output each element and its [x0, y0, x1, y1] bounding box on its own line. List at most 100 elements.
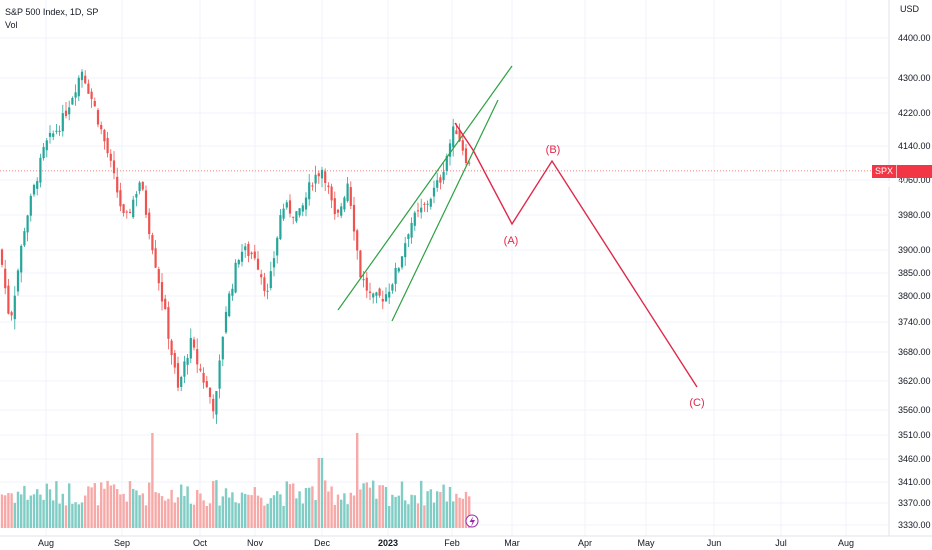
- candle-body: [237, 260, 240, 265]
- candle-body: [93, 100, 96, 107]
- candle: [74, 84, 77, 106]
- time-tick-label: Dec: [314, 538, 331, 548]
- price-tick-label: 4140.00: [898, 141, 931, 151]
- candle: [45, 137, 48, 158]
- volume-bars: [0, 433, 471, 528]
- candle-body: [10, 312, 13, 316]
- volume-bar: [173, 502, 176, 528]
- time-tick-label: Apr: [578, 538, 592, 548]
- candle-body: [16, 270, 20, 292]
- volume-bar: [445, 501, 448, 528]
- candle: [314, 165, 317, 193]
- candle-body: [202, 372, 205, 383]
- candle-body: [279, 215, 282, 240]
- candle: [64, 102, 68, 119]
- wave-annotation: (A): [504, 235, 519, 247]
- candle: [208, 387, 212, 404]
- candle-body: [84, 75, 87, 84]
- candle-body: [253, 251, 256, 259]
- candle: [109, 149, 112, 168]
- candle-body: [468, 162, 471, 164]
- candle: [218, 354, 221, 399]
- candlesticks: [0, 69, 471, 424]
- volume-bar: [304, 487, 308, 528]
- volume-bar: [58, 503, 61, 528]
- candle-body: [87, 83, 90, 94]
- symbol-title[interactable]: S&P 500 Index, 1D, SP: [5, 7, 99, 17]
- candle-body: [228, 293, 231, 317]
- volume-bar: [170, 489, 173, 528]
- candle-body: [295, 211, 298, 222]
- volume-bar: [448, 486, 452, 528]
- candle: [212, 394, 215, 419]
- volume-bar: [100, 482, 103, 528]
- candle: [324, 168, 327, 192]
- candle: [285, 199, 288, 210]
- volume-bar: [154, 492, 157, 528]
- candle: [199, 363, 202, 373]
- candle-body: [327, 185, 330, 188]
- candle: [330, 183, 333, 209]
- candle-body: [362, 279, 365, 281]
- candle-body: [42, 147, 45, 159]
- volume-bar: [122, 493, 125, 528]
- candle-body: [61, 113, 64, 132]
- candle-body: [103, 129, 106, 142]
- candle: [141, 181, 144, 192]
- candle-body: [80, 71, 84, 81]
- candle: [237, 258, 240, 268]
- volume-bar: [349, 492, 352, 528]
- candle-body: [301, 205, 304, 212]
- volume-bar: [282, 505, 285, 528]
- candle: [372, 292, 375, 304]
- candle: [128, 208, 132, 214]
- candle: [343, 195, 346, 213]
- candle-body: [413, 212, 416, 226]
- volume-bar: [212, 481, 215, 528]
- volume-bar: [426, 491, 429, 528]
- time-tick-label: 2023: [378, 538, 398, 548]
- candle-body: [116, 176, 119, 193]
- candle: [167, 301, 170, 350]
- candle: [186, 353, 189, 375]
- volume-bar: [20, 494, 23, 528]
- wave-annotation: (B): [546, 144, 561, 156]
- candle-body: [20, 245, 23, 273]
- candle: [228, 291, 231, 318]
- volume-bar: [429, 489, 432, 528]
- volume-bar: [55, 481, 58, 528]
- candle-body: [221, 336, 224, 360]
- volume-bar: [157, 493, 160, 528]
- candle: [176, 356, 180, 392]
- candle: [192, 336, 196, 351]
- volume-bar: [183, 496, 186, 528]
- candle-body: [112, 160, 116, 174]
- volume-bar: [285, 481, 288, 528]
- candle: [442, 163, 445, 185]
- volume-bar: [13, 502, 16, 528]
- volume-bar: [410, 494, 413, 528]
- volume-bar: [237, 503, 240, 528]
- candle-body: [100, 125, 103, 130]
- price-tick-label: 3370.00: [898, 498, 931, 508]
- candle: [20, 244, 23, 283]
- candle-body: [394, 267, 397, 284]
- price-tick-label: 3460.00: [898, 454, 931, 464]
- volume-bar: [269, 498, 272, 528]
- candle-body: [282, 208, 285, 219]
- candle: [106, 131, 109, 158]
- candle: [157, 266, 160, 291]
- candle-body: [448, 143, 452, 157]
- wave-annotation: (C): [689, 397, 704, 409]
- candle: [295, 211, 298, 224]
- candle: [84, 70, 87, 85]
- candle: [356, 228, 359, 260]
- candle: [87, 79, 90, 94]
- volume-bar: [7, 493, 10, 528]
- volume-bar: [279, 494, 282, 528]
- candle: [240, 243, 244, 267]
- volume-bar: [314, 500, 317, 528]
- candle-body: [311, 185, 314, 187]
- candle: [461, 135, 464, 156]
